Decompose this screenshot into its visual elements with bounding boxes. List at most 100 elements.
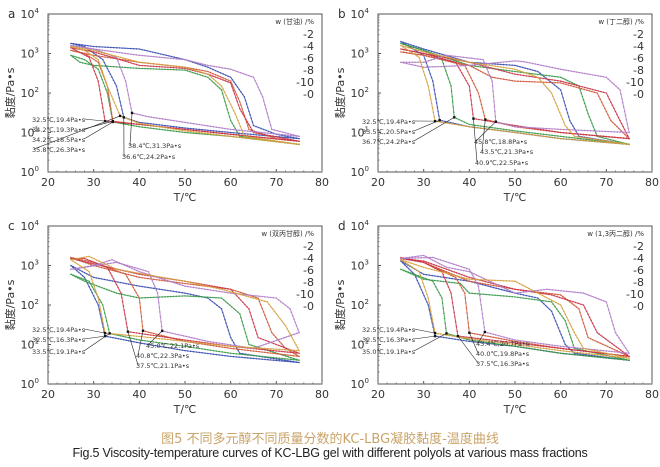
data-point [298, 137, 300, 140]
data-point [417, 61, 419, 64]
data-point [92, 288, 95, 290]
data-point [204, 130, 206, 133]
data-point [494, 65, 496, 67]
data-point [124, 47, 126, 50]
data-point [531, 126, 533, 129]
data-point [144, 67, 146, 70]
data-point [566, 299, 569, 301]
data-point [495, 287, 497, 290]
data-point [175, 128, 178, 131]
data-point [613, 344, 616, 347]
data-point [103, 287, 106, 290]
data-point [192, 295, 195, 298]
data-point [545, 135, 548, 138]
data-point [608, 136, 610, 138]
data-point [551, 351, 553, 353]
data-point [491, 64, 493, 67]
annotation-marker [483, 330, 487, 334]
data-point [102, 82, 105, 84]
data-point [569, 299, 571, 302]
data-point [249, 113, 251, 116]
data-point [169, 343, 172, 346]
data-point [169, 127, 172, 130]
data-point [249, 133, 252, 136]
data-point [455, 117, 458, 120]
data-point [143, 49, 146, 52]
data-point [285, 355, 287, 357]
data-point [548, 348, 551, 350]
data-point [420, 265, 422, 268]
data-point [154, 51, 157, 54]
data-point [567, 69, 570, 72]
data-point [105, 320, 108, 323]
data-point [141, 64, 143, 67]
data-point [564, 319, 567, 322]
data-point [420, 259, 422, 262]
data-point [429, 72, 431, 75]
data-point [539, 293, 541, 296]
data-point [465, 56, 467, 59]
data-point [589, 337, 592, 340]
data-point [442, 273, 445, 276]
data-point [272, 342, 275, 345]
data-point [452, 263, 455, 266]
data-point [581, 318, 584, 321]
data-point [454, 338, 456, 340]
data-point [543, 288, 545, 291]
data-point [433, 283, 436, 285]
data-point [74, 57, 77, 60]
data-point [160, 325, 163, 328]
data-point [566, 112, 569, 114]
data-point [135, 284, 138, 287]
data-point [209, 341, 212, 343]
data-point [546, 288, 548, 291]
data-point [450, 281, 453, 284]
data-point [149, 124, 152, 127]
data-point [422, 61, 425, 64]
data-point [222, 79, 224, 81]
data-point [416, 269, 418, 271]
data-point [467, 322, 469, 324]
data-point [103, 312, 106, 314]
data-point [257, 137, 259, 140]
data-point [404, 270, 407, 272]
data-point [107, 65, 109, 68]
x-tick-label: 50 [508, 388, 522, 401]
data-point [281, 138, 283, 141]
data-point [528, 80, 531, 83]
data-point [284, 348, 286, 351]
data-point [149, 287, 152, 289]
data-point [557, 82, 559, 84]
data-point [555, 308, 558, 310]
data-point [240, 316, 242, 319]
data-point [588, 316, 591, 319]
annotation-label: 32.5℃,16.3Pa•s [32, 336, 86, 344]
data-point [212, 125, 215, 128]
annotation-leader [457, 335, 479, 364]
data-point [416, 279, 419, 282]
data-point [514, 68, 516, 71]
annotation-label: 35.8℃,26.3Pa•s [32, 146, 86, 154]
data-point [249, 130, 252, 133]
data-point [98, 50, 100, 53]
data-point [425, 273, 428, 276]
data-point [282, 302, 284, 305]
data-point [153, 275, 155, 277]
data-point [256, 333, 258, 335]
data-point [468, 73, 471, 76]
data-point [158, 277, 161, 279]
data-point [272, 340, 275, 343]
data-point [214, 76, 217, 78]
data-point [250, 296, 252, 299]
data-point [483, 114, 486, 117]
data-point [550, 299, 553, 302]
data-point [229, 80, 232, 82]
data-point [189, 286, 192, 288]
data-point [244, 303, 246, 306]
data-point [562, 317, 565, 320]
data-point [551, 134, 553, 137]
data-point [422, 282, 424, 284]
annotation-leader [129, 112, 133, 146]
data-point [431, 274, 434, 277]
data-point [519, 342, 522, 345]
